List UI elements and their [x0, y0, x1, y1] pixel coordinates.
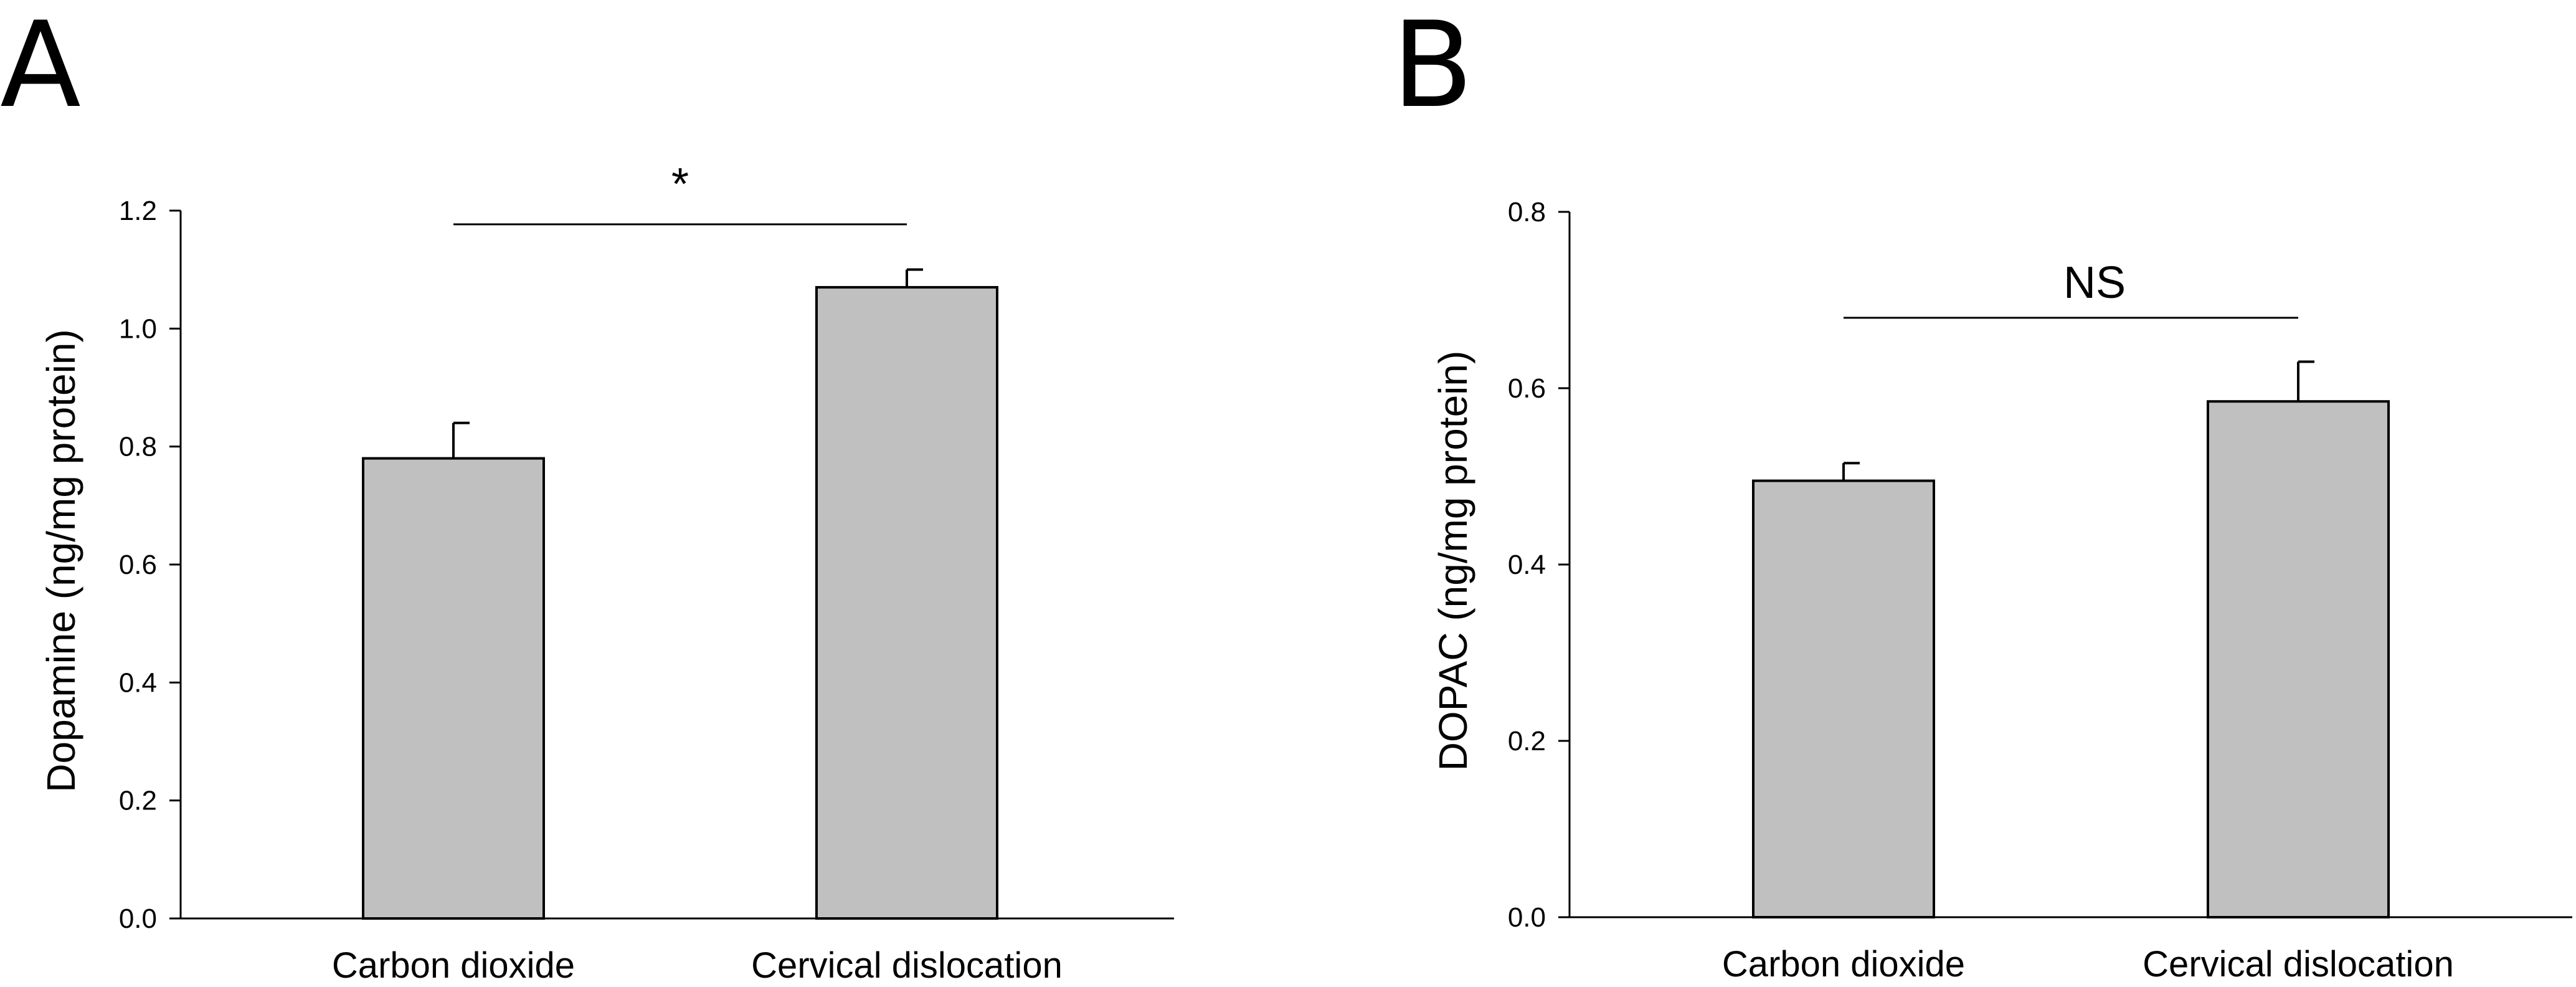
panel-b-categories: Carbon dioxide Cervical dislocation [1722, 944, 2454, 985]
panel-a-letter: A [0, 0, 81, 134]
panel-a-y-tick-label-1: 0.2 [119, 786, 157, 816]
panel-a-error-bar-1 [906, 268, 923, 288]
panel-a-bars [362, 268, 998, 920]
panel-a-y-tick-label-4: 0.8 [119, 432, 157, 462]
panel-a-bar-1 [815, 286, 998, 920]
panel-b-letter: B [1392, 0, 1473, 134]
panel-b-error-bar-0 [1842, 462, 1860, 481]
panel-a-category-label-1: Cervical dislocation [751, 945, 1063, 986]
panel-a-categories: Carbon dioxide Cervical dislocation [332, 945, 1063, 986]
panel-b-y-tick-label-0: 0.0 [1508, 902, 1546, 933]
panel-b-y-tick-label-1: 0.2 [1508, 726, 1546, 756]
panel-b-significance-label: NS [2063, 258, 2126, 308]
panel-a-y-tick-label-6: 1.2 [119, 196, 157, 226]
panel-a-y-axis-title: Dopamine (ng/mg protein) [39, 329, 83, 792]
panel-b-category-label-1: Cervical dislocation [2143, 944, 2454, 985]
panel-b-bars [1752, 360, 2390, 918]
panel-a-bar-0 [362, 457, 545, 920]
panel-b-y-axis-title: DOPAC (ng/mg protein) [1431, 351, 1475, 771]
panel-b-y-tick-label-4: 0.8 [1508, 197, 1546, 227]
panel-a-category-label-0: Carbon dioxide [332, 945, 575, 986]
panel-a-y-tick-label-3: 0.6 [119, 550, 157, 580]
panel-b: B DOPAC (ng/mg protein) 0.00.20.40.60.8 … [1392, 0, 2572, 985]
panel-b-y-tick-label-2: 0.4 [1508, 550, 1546, 580]
panel-b-bar-1 [2207, 400, 2390, 918]
panel-b-category-label-0: Carbon dioxide [1722, 944, 1965, 985]
panel-a-y-ticks: 0.0 0.2 0.4 0.6 0.8 1.0 1.2 [119, 196, 181, 934]
panel-b-bar-0 [1752, 479, 1935, 918]
panel-a-error-bar-0 [452, 421, 470, 459]
panel-b-error-bar-1 [2297, 360, 2314, 402]
panel-a-significance-label: * [671, 160, 689, 209]
panel-b-y-ticks: 0.0 0.2 0.4 0.6 0.8 [1508, 197, 1570, 933]
panel-a-y-tick-label-2: 0.4 [119, 667, 157, 698]
panel-a-y-tick-label-0: 0.0 [119, 904, 157, 934]
panel-a: A Dopamine (ng/mg protein) 0.00.20.40.60… [0, 0, 1174, 986]
panel-a-y-tick-label-5: 1.0 [119, 313, 157, 344]
panel-b-y-tick-label-3: 0.6 [1508, 373, 1546, 404]
